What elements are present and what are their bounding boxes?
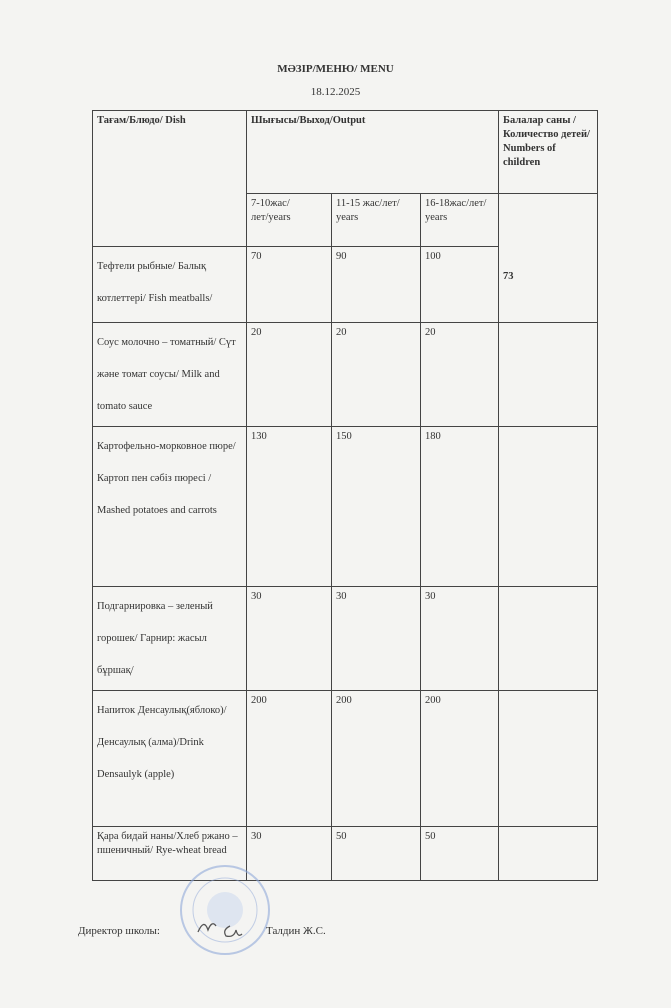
output-16-18: 20 — [419, 322, 500, 427]
output-7-10: 20 — [246, 322, 332, 427]
table-row: Тефтели рыбные/ Балық котлеттері/ Fish m… — [92, 246, 598, 323]
table-row: Соус молочно – томатный/ Сүт және томат … — [92, 322, 599, 427]
header-age-11-15: 11-15 жас/лет/ years — [331, 193, 421, 247]
menu-date: 18.12.2025 — [310, 86, 361, 98]
school-stamp-icon — [180, 865, 270, 955]
table-row: Напиток Денсаулық(яблоко)/ Денсаулық (ал… — [92, 690, 599, 827]
header-output: Шығысы/Выход/Output — [245, 110, 500, 194]
director-name: Талдин Ж.С. — [266, 925, 326, 937]
output-11-15: 150 — [331, 426, 421, 587]
output-16-18: 30 — [419, 586, 500, 691]
children-empty — [498, 690, 599, 827]
dish-name: Тефтели рыбные/ Балық котлеттері/ Fish m… — [92, 246, 247, 323]
dish-name: Қара бидай наны/Хлеб ржано – пшеничный/ … — [92, 826, 247, 881]
output-7-10: 30 — [246, 586, 332, 691]
output-7-10: 70 — [246, 246, 332, 323]
dish-name: Картофельно-морковное пюре/ Картоп пен с… — [92, 426, 247, 587]
output-16-18: 200 — [419, 690, 500, 827]
menu-title: МӘЗІР/МЕНЮ/ MENU — [277, 63, 394, 75]
header-dish: Тағам/Блюдо/ Dish — [92, 110, 247, 247]
dish-name: Подгарнировка – зеленый горошек/ Гарнир:… — [92, 586, 247, 691]
output-7-10: 30 — [246, 826, 332, 881]
director-label: Директор школы: — [78, 925, 160, 937]
children-empty — [498, 826, 599, 881]
table-row: Қара бидай наны/Хлеб ржано – пшеничный/ … — [92, 826, 599, 881]
output-11-15: 50 — [331, 826, 421, 881]
table-header-row: Тағам/Блюдо/ Dish Шығысы/Выход/Output Ба… — [92, 110, 599, 247]
output-7-10: 130 — [246, 426, 332, 587]
output-16-18: 50 — [419, 826, 500, 881]
output-11-15: 20 — [331, 322, 421, 427]
output-11-15: 30 — [331, 586, 421, 691]
output-11-15: 90 — [331, 246, 421, 323]
signature-icon — [197, 923, 243, 938]
dish-name: Соус молочно – томатный/ Сүт және томат … — [92, 322, 247, 427]
output-7-10: 200 — [246, 690, 332, 827]
output-16-18: 100 — [419, 246, 500, 323]
header-age-7-10: 7-10жас/лет/years — [246, 193, 332, 247]
header-children: Балалар саны /Количество детей/ Numbers … — [498, 110, 599, 194]
menu-table: Тағам/Блюдо/ Dish Шығысы/Выход/Output Ба… — [92, 110, 599, 881]
header-age-16-18: 16-18жас/лет/ years — [419, 193, 500, 247]
children-empty — [498, 586, 599, 691]
table-age-row: 7-10жас/лет/years 11-15 жас/лет/ years 1… — [93, 193, 599, 323]
children-empty — [498, 322, 599, 427]
output-16-18: 180 — [419, 426, 500, 587]
table-row: Картофельно-морковное пюре/ Картоп пен с… — [92, 426, 599, 587]
dish-name: Напиток Денсаулық(яблоко)/ Денсаулық (ал… — [92, 690, 247, 827]
children-count: 73 — [498, 193, 599, 323]
output-11-15: 200 — [331, 690, 421, 827]
children-empty — [498, 426, 599, 587]
table-row: Подгарнировка – зеленый горошек/ Гарнир:… — [92, 586, 599, 691]
